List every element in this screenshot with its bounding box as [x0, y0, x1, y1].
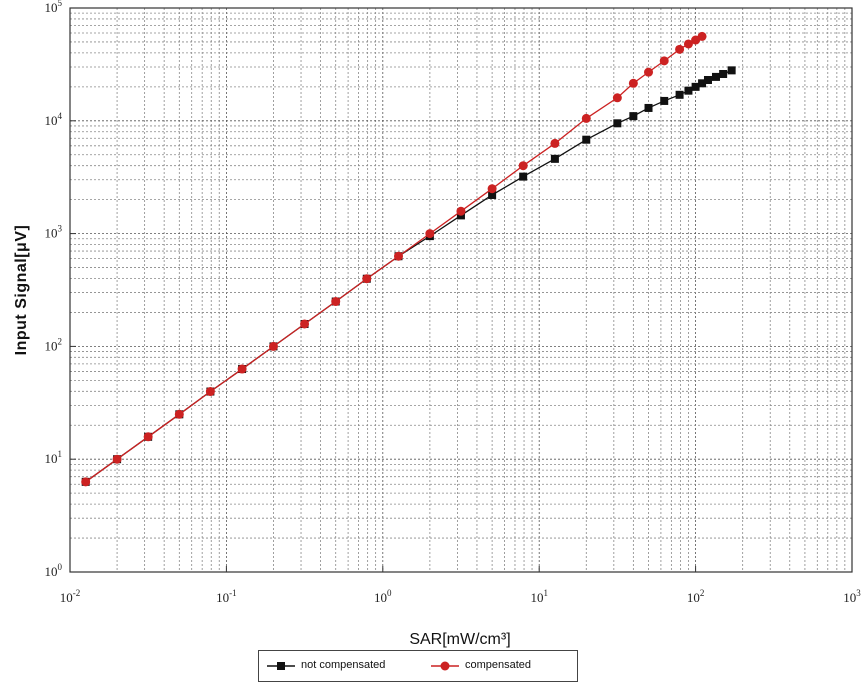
data-point-circle	[518, 161, 528, 171]
data-point-circle	[675, 44, 685, 54]
data-point-square	[629, 112, 638, 121]
y-tick-label: 105	[45, 0, 63, 15]
data-point-circle	[268, 341, 278, 351]
legend-label-compensated: compensated	[465, 659, 532, 671]
data-point-circle	[456, 206, 466, 216]
series-layer	[81, 31, 736, 487]
legend-marker-circle	[440, 661, 450, 671]
data-point-square	[691, 82, 700, 91]
legend-marker-square	[277, 662, 285, 670]
series-not-compensated	[81, 66, 736, 486]
data-point-square	[660, 96, 669, 105]
x-axis-label: SAR[mW/cm³]	[409, 631, 510, 648]
x-tick-label: 103	[843, 588, 861, 605]
data-point-circle	[628, 78, 638, 88]
data-point-circle	[659, 56, 669, 66]
x-tick-label: 10-1	[216, 588, 237, 605]
data-point-square	[711, 72, 720, 81]
data-point-square	[488, 190, 497, 199]
data-point-circle	[81, 477, 91, 487]
data-point-circle	[237, 364, 247, 374]
plot-frame	[69, 7, 853, 573]
data-point-circle	[331, 297, 341, 307]
data-point-circle	[143, 432, 153, 442]
legend-swatches	[267, 661, 459, 671]
y-tick-label: 102	[45, 336, 63, 353]
data-point-square	[719, 69, 728, 78]
x-tick-label: 102	[687, 588, 705, 605]
data-point-square	[613, 119, 622, 128]
data-point-square	[684, 86, 693, 95]
data-point-square	[727, 66, 736, 75]
data-point-square	[550, 154, 559, 163]
x-tick-label: 10-2	[60, 588, 81, 605]
data-point-circle	[550, 138, 560, 148]
data-point-circle	[487, 184, 497, 194]
series-compensated	[81, 31, 707, 487]
y-tick-label: 103	[45, 224, 63, 241]
y-tick-label: 104	[45, 111, 63, 128]
x-tick-label: 101	[530, 588, 548, 605]
data-point-square	[703, 75, 712, 84]
data-point-circle	[612, 93, 622, 103]
data-point-circle	[393, 251, 403, 261]
data-point-square	[519, 172, 528, 181]
legend-label-not-compensated: not compensated	[301, 659, 386, 671]
data-point-circle	[174, 409, 184, 419]
data-point-square	[698, 79, 707, 88]
data-point-circle	[425, 229, 435, 239]
data-point-square	[644, 103, 653, 112]
data-point-square	[675, 90, 684, 99]
legend: not compensated compensated	[258, 650, 578, 682]
axis-ticks: 10-2 10-1 100 101 102 103 101 102 103 104 105 100	[45, 0, 862, 605]
data-point-circle	[644, 67, 654, 77]
data-point-circle	[697, 31, 707, 41]
chart-grid	[70, 8, 852, 572]
data-point-circle	[362, 274, 372, 284]
y-tick-label: 100	[45, 562, 63, 579]
data-point-circle	[683, 39, 693, 49]
data-point-circle	[112, 454, 122, 464]
data-point-circle	[581, 113, 591, 123]
y-tick-label: 101	[45, 449, 63, 466]
data-point-circle	[205, 387, 215, 397]
y-axis-label: Input Signal[μV]	[13, 225, 30, 356]
data-point-circle	[300, 319, 310, 329]
data-point-square	[582, 135, 591, 144]
x-tick-label: 100	[374, 588, 392, 605]
